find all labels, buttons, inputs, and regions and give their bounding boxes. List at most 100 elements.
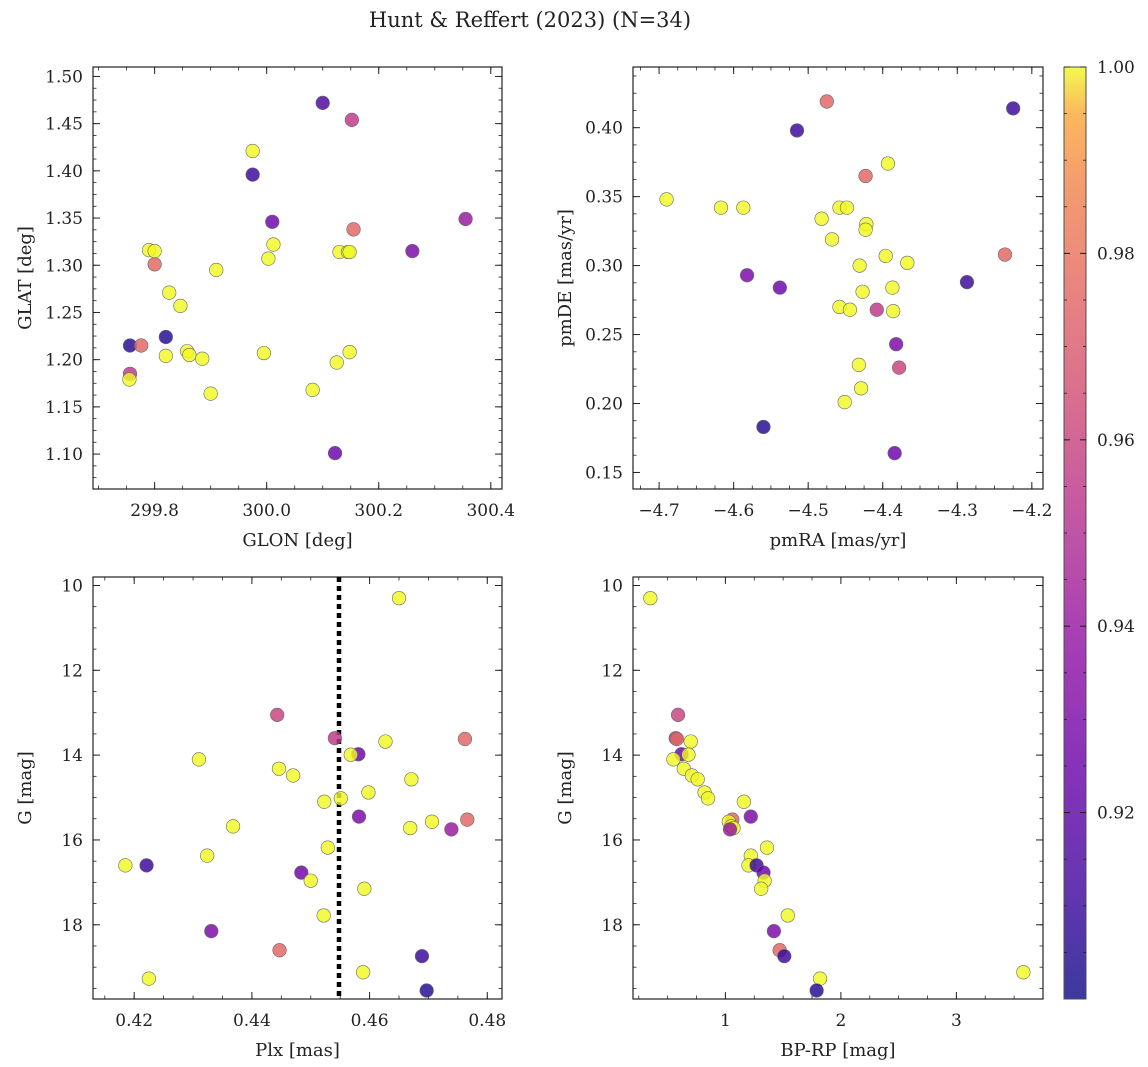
axes-frame: [92, 66, 503, 490]
scatter-point: [458, 211, 473, 227]
scatter-point: [173, 298, 188, 313]
scatter-point: [659, 192, 674, 207]
colorbar: 0.92 0.94 0.96 0.98 1.00: [1063, 58, 1135, 1000]
scatter-point: [342, 345, 357, 360]
x-tick-label: −4.5: [788, 501, 829, 521]
y-tick-label: 0.35: [585, 188, 623, 208]
scatter-point: [777, 949, 792, 964]
scatter-point: [270, 707, 285, 722]
scatter-point: [869, 302, 884, 317]
scatter-point: [391, 591, 407, 606]
y-tick-label: 1.50: [45, 67, 83, 87]
scatter-point: [460, 812, 475, 827]
scatter-point: [683, 734, 698, 749]
scatter-point: [1006, 101, 1021, 116]
y-tick-label: 1.40: [45, 162, 83, 182]
y-tick-label: 14: [601, 746, 623, 766]
scatter-point: [225, 819, 241, 834]
y-tick-label: 0.25: [585, 326, 623, 346]
scatter-point: [245, 167, 260, 182]
scatter-point: [885, 280, 900, 295]
scatter-point: [182, 347, 197, 363]
scatter-point: [756, 419, 771, 435]
colorbar-tick-label: 0.94: [1097, 617, 1135, 637]
scatter-point: [404, 772, 419, 787]
scatter-point: [722, 822, 738, 837]
scatter-point: [713, 200, 729, 215]
y-tick-label: 0.20: [585, 394, 623, 414]
scatter-point: [303, 873, 318, 888]
scatter-point: [139, 858, 154, 873]
y-tick-label: 10: [601, 576, 623, 596]
scatter-point: [343, 747, 358, 762]
scatter-point: [245, 143, 260, 159]
scatter-point: [736, 794, 751, 809]
scatter-point: [700, 791, 716, 806]
scatter-point: [320, 840, 335, 855]
panel-pmra-pmde: −4.7 −4.6 −4.5 −4.4 −4.3 −4.2 0.15 0.20 0.25 0.30…: [555, 66, 1052, 551]
scatter-point: [134, 338, 149, 353]
scatter-point: [118, 858, 133, 873]
scatter-point: [878, 248, 893, 264]
y-tick-label: 1.25: [45, 303, 83, 323]
scatter-point: [858, 168, 873, 184]
scatter-point: [265, 214, 280, 229]
x-axis-label: Plx [mas]: [255, 1040, 340, 1061]
y-axis-label: pmDE [mas/yr]: [555, 209, 576, 347]
scatter-point: [997, 247, 1013, 262]
scatter-point: [854, 381, 869, 396]
y-tick-label: 0.30: [585, 257, 623, 277]
scatter-point: [887, 446, 902, 461]
scatter-point: [405, 243, 420, 259]
scatter-point: [141, 971, 157, 986]
scatter-point: [147, 243, 162, 259]
colorbar-tick-label: 1.00: [1097, 58, 1135, 78]
x-tick-label: 0.48: [468, 1011, 506, 1031]
scatter-point: [780, 908, 795, 923]
scatter-point: [1016, 965, 1031, 980]
scatter-point: [316, 908, 331, 923]
scatter-point: [414, 949, 430, 964]
y-axis-label: GLAT [deg]: [15, 226, 36, 330]
x-tick-label: 2: [835, 1011, 846, 1031]
scatter-point: [266, 237, 281, 252]
scatter-point: [403, 820, 418, 836]
scatter-point: [356, 965, 371, 980]
scatter-point: [285, 768, 301, 783]
scatter-point: [444, 822, 459, 837]
scatter-point: [900, 255, 915, 270]
scatter-point: [851, 357, 866, 372]
x-tick-label: 0.44: [233, 1011, 271, 1031]
scatter-point: [357, 881, 372, 896]
scatter-point: [351, 809, 367, 824]
scatter-point: [122, 372, 137, 387]
colorbar-tick-label: 0.96: [1097, 431, 1135, 451]
y-tick-label: 18: [61, 916, 83, 936]
x-tick-label: 0.46: [351, 1011, 389, 1031]
x-tick-label: −4.7: [638, 501, 679, 521]
scatter-point: [858, 222, 873, 237]
axes-frame: [92, 576, 503, 1000]
x-tick-label: −4.4: [862, 501, 903, 521]
scatter-point: [959, 275, 975, 290]
scatter-point: [814, 211, 829, 226]
colorbar-tick-label: 0.98: [1097, 244, 1135, 264]
scatter-point: [162, 285, 177, 300]
scatter-point: [809, 983, 824, 998]
y-tick-label: 0.40: [585, 119, 623, 139]
scatter-point: [837, 395, 852, 410]
scatter-point: [361, 785, 376, 800]
scatter-point: [842, 302, 858, 317]
scatter-point: [327, 731, 342, 746]
scatter-point: [271, 761, 287, 776]
scatter-point: [209, 262, 224, 278]
scatter-point: [200, 848, 215, 863]
x-tick-label: 300.2: [354, 501, 403, 521]
scatter-point: [739, 268, 755, 283]
axes-frame: [632, 576, 1044, 1000]
scatter-point: [191, 752, 207, 767]
x-tick-label: 1: [720, 1011, 731, 1031]
y-axis-label: G [mag]: [15, 751, 36, 824]
scatter-point: [204, 924, 219, 939]
y-tick-label: 18: [601, 916, 623, 936]
